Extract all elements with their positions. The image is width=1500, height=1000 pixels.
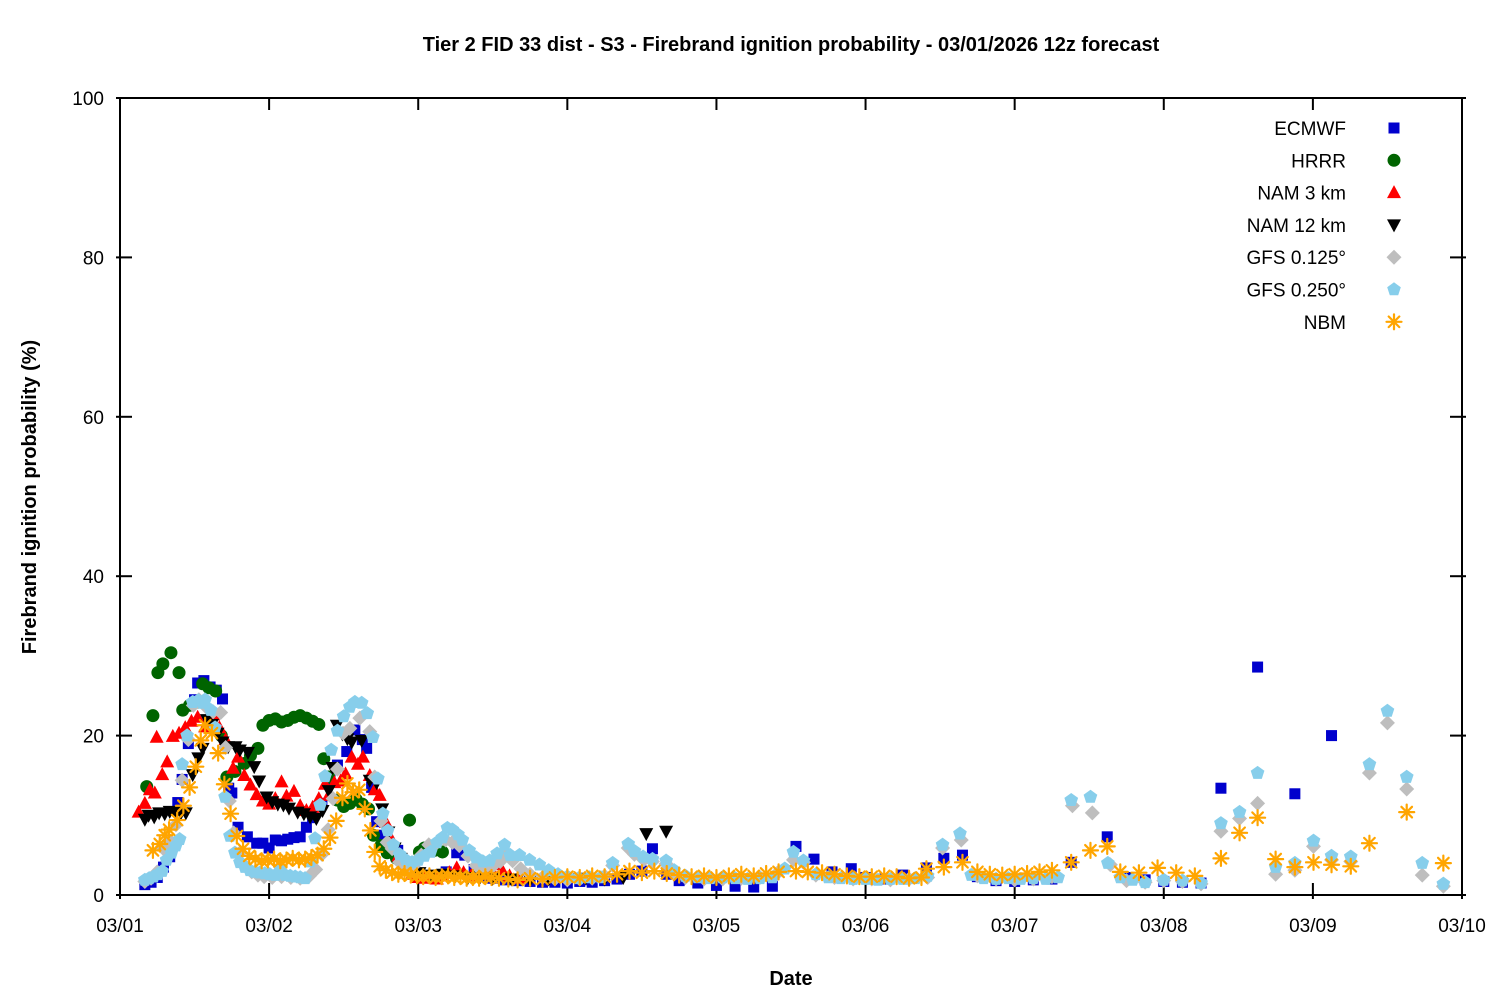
series-nbm (144, 716, 1452, 889)
axis-ticks (116, 97, 1466, 899)
x-tick-label: 03/09 (1289, 916, 1337, 937)
legend-marker-ecmwf-icon (1388, 122, 1400, 134)
legend-entry-nbm: NBM (1304, 313, 1403, 334)
axis-tick-labels: 03/01 03/02 03/03 03/04 03/05 03/06 03/07 03/08… (72, 89, 1485, 937)
legend-label-hrrr: HRRR (1291, 151, 1346, 172)
legend: ECMWF HRRR NAM 3 km NAM 12 km GFS 0.125° GFS … (1247, 119, 1403, 334)
legend-marker-gfs-0-250-icon (1387, 282, 1401, 296)
x-tick-label: 03/07 (991, 916, 1039, 937)
x-tick-label: 03/05 (693, 916, 741, 937)
legend-marker-hrrr-icon (1387, 153, 1401, 167)
y-tick-label: 100 (72, 89, 104, 110)
x-tick-label: 03/08 (1140, 916, 1188, 937)
data-points-layer (131, 646, 1452, 894)
legend-entry-gfs-0-125: GFS 0.125° (1247, 248, 1402, 269)
legend-marker-nam-3-km-icon (1387, 185, 1401, 199)
legend-marker-gfs-0-125-icon (1386, 249, 1402, 265)
y-tick-label: 40 (83, 567, 104, 588)
legend-entry-nam-3-km: NAM 3 km (1257, 184, 1401, 205)
y-tick-label: 60 (83, 408, 104, 429)
x-tick-label: 03/03 (394, 916, 442, 937)
plot-frame (119, 97, 1463, 896)
y-tick-label: 20 (83, 727, 104, 748)
legend-entry-gfs-0-250: GFS 0.250° (1247, 281, 1401, 302)
legend-label-gfs-0-250: GFS 0.250° (1247, 281, 1346, 302)
x-tick-label: 03/04 (544, 916, 592, 937)
legend-label-nbm: NBM (1304, 313, 1346, 334)
x-tick-label: 03/06 (842, 916, 890, 937)
legend-label-gfs-0-125: GFS 0.125° (1247, 248, 1346, 269)
chart-title: Tier 2 FID 33 dist - S3 - Firebrand igni… (423, 34, 1160, 56)
legend-marker-nam-12-km-icon (1387, 219, 1401, 233)
x-axis-label: Date (769, 968, 812, 990)
x-tick-label: 03/01 (96, 916, 144, 937)
series-gfs-0-250 (138, 692, 1451, 890)
y-axis-label: Firebrand ignition probability (%) (19, 340, 41, 654)
x-tick-label: 03/10 (1438, 916, 1486, 937)
legend-marker-nbm-icon (1385, 313, 1403, 331)
legend-entry-hrrr: HRRR (1291, 151, 1401, 172)
legend-label-nam-12-km: NAM 12 km (1247, 216, 1346, 237)
legend-label-ecmwf: ECMWF (1274, 119, 1346, 140)
legend-entry-ecmwf: ECMWF (1274, 119, 1400, 140)
legend-label-nam-3-km: NAM 3 km (1257, 184, 1346, 205)
y-tick-label: 80 (83, 248, 104, 269)
y-tick-label: 0 (93, 886, 104, 907)
x-tick-label: 03/02 (245, 916, 293, 937)
legend-entry-nam-12-km: NAM 12 km (1247, 216, 1401, 237)
